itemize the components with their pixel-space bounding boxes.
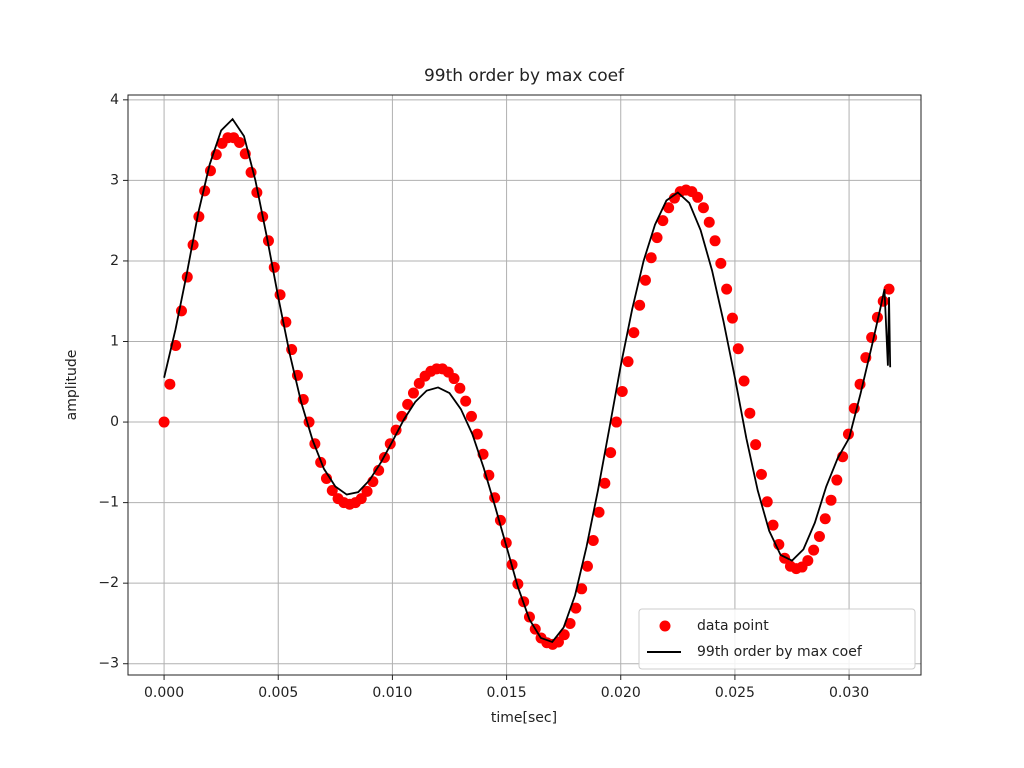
data-point <box>622 356 634 368</box>
data-point <box>750 439 762 451</box>
data-point <box>831 474 843 486</box>
data-point <box>721 283 733 295</box>
data-point <box>726 312 738 324</box>
legend-label: data point <box>697 618 769 634</box>
data-point <box>181 271 193 283</box>
data-point <box>407 387 419 399</box>
x-tick-label: 0.030 <box>829 685 869 701</box>
data-point <box>460 395 472 407</box>
x-tick-label: 0.005 <box>258 685 298 701</box>
data-point <box>639 274 651 286</box>
x-tick-label: 0.015 <box>487 685 527 701</box>
data-point <box>326 485 338 497</box>
x-axis-label: time[sec] <box>491 710 557 726</box>
data-point <box>605 447 617 459</box>
data-point <box>471 428 483 440</box>
data-point <box>193 211 205 223</box>
data-point <box>813 530 825 542</box>
data-point <box>732 343 744 355</box>
data-point <box>883 283 895 295</box>
data-point <box>761 496 773 508</box>
data-point <box>634 299 646 311</box>
data-point <box>715 257 727 269</box>
data-point <box>564 617 576 629</box>
data-point <box>802 555 814 567</box>
data-point <box>268 261 280 273</box>
data-point <box>628 327 640 339</box>
data-point <box>599 477 611 489</box>
data-point <box>465 410 477 422</box>
data-point <box>709 235 721 247</box>
x-tick-label: 0.025 <box>715 685 755 701</box>
y-tick-label: 0 <box>110 414 119 430</box>
fit-line <box>163 117 892 644</box>
y-tick-label: 4 <box>110 92 119 108</box>
data-point <box>587 534 599 546</box>
data-point <box>164 378 176 390</box>
data-point <box>616 385 628 397</box>
data-point <box>755 468 767 480</box>
data-point <box>361 485 373 497</box>
data-point <box>373 464 385 476</box>
y-tick-label: −3 <box>98 656 119 672</box>
data-point <box>610 416 622 428</box>
data-point <box>651 232 663 244</box>
data-point <box>657 215 669 227</box>
data-point <box>692 191 704 203</box>
data-point <box>767 519 779 531</box>
legend-label: 99th order by max coef <box>697 644 863 660</box>
data-point <box>697 202 709 214</box>
plot-area <box>158 117 895 650</box>
y-axis-label: amplitude <box>64 350 80 421</box>
y-tick-label: 1 <box>110 334 119 350</box>
data-point <box>645 252 657 264</box>
y-tick-label: −1 <box>98 495 119 511</box>
y-tick-label: 2 <box>110 253 119 269</box>
data-point <box>251 186 263 198</box>
data-point <box>581 560 593 572</box>
x-tick-label: 0.020 <box>601 685 641 701</box>
data-point <box>558 629 570 641</box>
data-point <box>402 398 414 410</box>
data-point <box>576 583 588 595</box>
data-point <box>570 602 582 614</box>
data-point <box>593 506 605 518</box>
data-point <box>233 137 245 149</box>
data-point <box>454 382 466 394</box>
x-tick-label: 0.010 <box>372 685 412 701</box>
data-point <box>158 416 170 428</box>
data-point <box>738 375 750 387</box>
data-point <box>663 202 675 214</box>
y-tick-label: 3 <box>110 172 119 188</box>
data-point <box>825 494 837 506</box>
data-point <box>448 373 460 385</box>
data-point <box>703 216 715 228</box>
plot-frame <box>127 94 922 676</box>
y-tick-label: −2 <box>98 575 119 591</box>
data-point <box>744 407 756 419</box>
chart-title: 99th order by max coef <box>424 66 625 86</box>
data-point <box>808 544 820 556</box>
legend-marker <box>659 620 671 632</box>
legend-box <box>638 608 916 670</box>
data-point <box>819 513 831 525</box>
x-tick-label: 0.000 <box>144 685 184 701</box>
